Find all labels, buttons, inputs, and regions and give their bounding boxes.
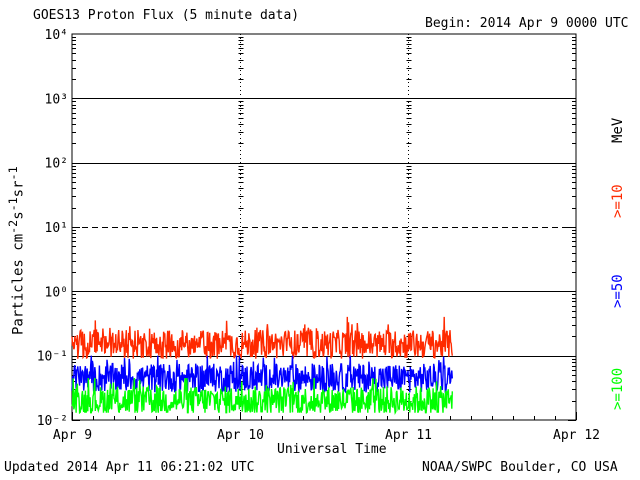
y-tick-label: 10⁻¹ — [37, 350, 68, 365]
credit-label: NOAA/SWPC Boulder, CO USA — [422, 460, 618, 475]
series-line-ge50 — [71, 355, 453, 395]
y-tick-label: 10⁴ — [45, 28, 68, 43]
legend-label-10mev: >=10 — [610, 184, 626, 218]
y-tick-label: 10³ — [45, 92, 68, 107]
legend-label-100mev: >=100 — [610, 367, 626, 410]
y-tick-label: 10² — [45, 157, 68, 172]
unit-label: MeV — [610, 117, 626, 143]
y-tick-label: 10¹ — [45, 221, 68, 236]
chart-title: GOES13 Proton Flux (5 minute data) — [33, 8, 300, 23]
series-line-ge100 — [71, 377, 453, 415]
x-tick-label: Apr 12 — [553, 428, 600, 443]
x-tick-label: Apr 11 — [385, 428, 432, 443]
x-axis-title: Universal Time — [277, 442, 387, 457]
x-tick-label: Apr 9 — [53, 428, 92, 443]
begin-date: Begin: 2014 Apr 9 0000 UTC — [425, 16, 629, 31]
legend-label-50mev: >=50 — [610, 274, 626, 308]
y-tick-label: 10⁻² — [37, 414, 68, 429]
y-axis-title: Particles cm-2s-1sr-1 — [6, 166, 27, 335]
updated-timestamp: Updated 2014 Apr 11 06:21:02 UTC — [4, 460, 255, 475]
series-line-ge10 — [71, 316, 453, 360]
y-tick-label: 10⁰ — [45, 285, 68, 300]
x-tick-label: Apr 10 — [217, 428, 264, 443]
